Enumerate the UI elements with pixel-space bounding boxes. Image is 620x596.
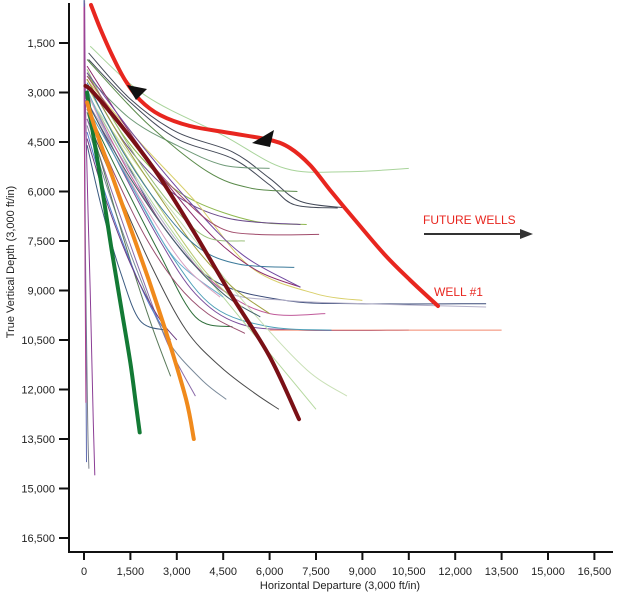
future-wells-label: FUTURE WELLS: [423, 213, 516, 227]
y-tick-label: 16,500: [21, 533, 55, 545]
y-tick-label: 3,000: [27, 88, 55, 100]
y-tick-label: 10,500: [21, 335, 55, 347]
x-tick-label: 6,000: [256, 566, 284, 578]
x-tick-label: 16,500: [578, 566, 612, 578]
y-tick-label: 4,500: [27, 137, 55, 149]
plot-area: [83, 0, 502, 476]
background-well-line: [86, 108, 246, 334]
background-well-line: [86, 112, 172, 377]
arrowhead-icon: [252, 130, 274, 147]
y-tick-label: 6,000: [27, 187, 55, 199]
background-well-line: [86, 108, 233, 328]
x-tick-label: 9,000: [349, 566, 377, 578]
background-well-line: [86, 92, 317, 410]
y-axis-title: True Vertical Depth (3,000 ft/in): [5, 186, 17, 338]
background-well-line: [86, 92, 221, 298]
green-well-line: [85, 90, 142, 435]
background-well-line: [86, 82, 295, 268]
background-well-line: [86, 59, 298, 192]
background-well-line: [86, 85, 243, 308]
y-tick-label: 7,500: [27, 236, 55, 248]
y-tick-label: 9,000: [27, 286, 55, 298]
background-well-line: [86, 65, 301, 288]
y-tick-label: 12,000: [21, 385, 55, 397]
background-well-line: [86, 145, 165, 331]
arrow-right-icon: [520, 229, 533, 239]
dark-red-well-line: [83, 83, 301, 422]
highlighted-wells: [83, 3, 440, 441]
background-well-line: [83, 6, 87, 403]
well-1-line: [89, 3, 440, 308]
background-well-line: [86, 79, 301, 225]
x-tick-label: 4,500: [209, 566, 237, 578]
x-tick-label: 3,000: [163, 566, 191, 578]
y-tick-label: 13,500: [21, 434, 55, 446]
x-tick-label: 0: [81, 566, 87, 578]
x-tick-label: 12,000: [438, 566, 472, 578]
background-well-line: [86, 102, 261, 318]
x-tick-label: 1,500: [117, 566, 145, 578]
y-axis-ticks: 1,500 3,000 4,500 6,000 7,500 9,000 10,500 12,0…: [21, 38, 69, 545]
background-well-line: [86, 69, 245, 242]
background-wells: [83, 0, 502, 476]
background-well-line: [84, 3, 96, 476]
x-axis-ticks: 0 1,500 3,000 4,500 6,000 7,500 9,000 10,500 12,…: [81, 552, 611, 578]
background-well-line: [88, 59, 338, 209]
background-well-line: [86, 78, 363, 301]
background-well-line: [86, 98, 409, 332]
arrowhead-icon: [127, 85, 147, 100]
background-well-line: [88, 52, 347, 209]
x-axis-title: Horizontal Departure (3,000 ft/in): [260, 580, 420, 592]
background-well-line: [86, 88, 224, 298]
x-tick-label: 10,500: [392, 566, 426, 578]
y-tick-label: 15,000: [21, 484, 55, 496]
background-well-line: [86, 72, 301, 288]
x-tick-label: 7,500: [302, 566, 330, 578]
x-tick-label: 15,000: [531, 566, 565, 578]
background-well-line: [86, 79, 270, 315]
background-well-line: [86, 75, 270, 169]
y-tick-label: 1,500: [27, 38, 55, 50]
background-well-line: [86, 105, 332, 331]
orange-well-line: [85, 100, 196, 441]
x-tick-label: 13,500: [485, 566, 519, 578]
well-1-label: WELL #1: [434, 285, 483, 299]
